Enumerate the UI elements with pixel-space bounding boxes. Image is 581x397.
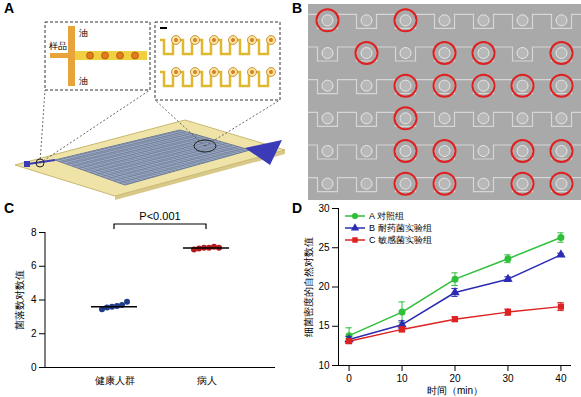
html-text:A: A xyxy=(4,0,15,16)
svg-text:25: 25 xyxy=(318,242,330,253)
svg-text:P<0.001: P<0.001 xyxy=(139,210,180,222)
svg-text:2: 2 xyxy=(31,328,37,339)
svg-text:病人: 病人 xyxy=(197,375,217,386)
svg-text:0: 0 xyxy=(31,362,37,373)
svg-text:细菌密度的自然对数值: 细菌密度的自然对数值 xyxy=(303,237,314,337)
html-text:B 耐药菌实验组: B 耐药菌实验组 xyxy=(369,223,432,233)
svg-text:时间（min）: 时间（min） xyxy=(427,385,483,396)
html-text:C: C xyxy=(4,200,15,216)
svg-text:15: 15 xyxy=(318,320,330,331)
html-text:B: B xyxy=(292,0,303,16)
html-text:C 敏感菌实验组: C 敏感菌实验组 xyxy=(369,235,432,245)
svg-text:10: 10 xyxy=(318,360,330,371)
svg-text:30: 30 xyxy=(318,203,330,214)
html-text:A 对照组: A 对照组 xyxy=(369,211,404,221)
svg-text:20: 20 xyxy=(449,373,461,384)
svg-text:30: 30 xyxy=(502,373,514,384)
svg-text:油: 油 xyxy=(79,28,88,38)
svg-text:菌落数对数值: 菌落数对数值 xyxy=(14,270,25,330)
svg-text:油: 油 xyxy=(79,76,88,86)
svg-text:40: 40 xyxy=(555,373,567,384)
svg-text:0: 0 xyxy=(346,373,352,384)
html-text:D: D xyxy=(292,200,303,216)
svg-text:20: 20 xyxy=(318,281,330,292)
svg-text:4: 4 xyxy=(31,294,37,305)
svg-text:10: 10 xyxy=(396,373,408,384)
svg-text:6: 6 xyxy=(31,260,37,271)
svg-text:8: 8 xyxy=(31,227,37,238)
svg-text:样品: 样品 xyxy=(49,41,67,51)
svg-text:健康人群: 健康人群 xyxy=(95,375,135,386)
